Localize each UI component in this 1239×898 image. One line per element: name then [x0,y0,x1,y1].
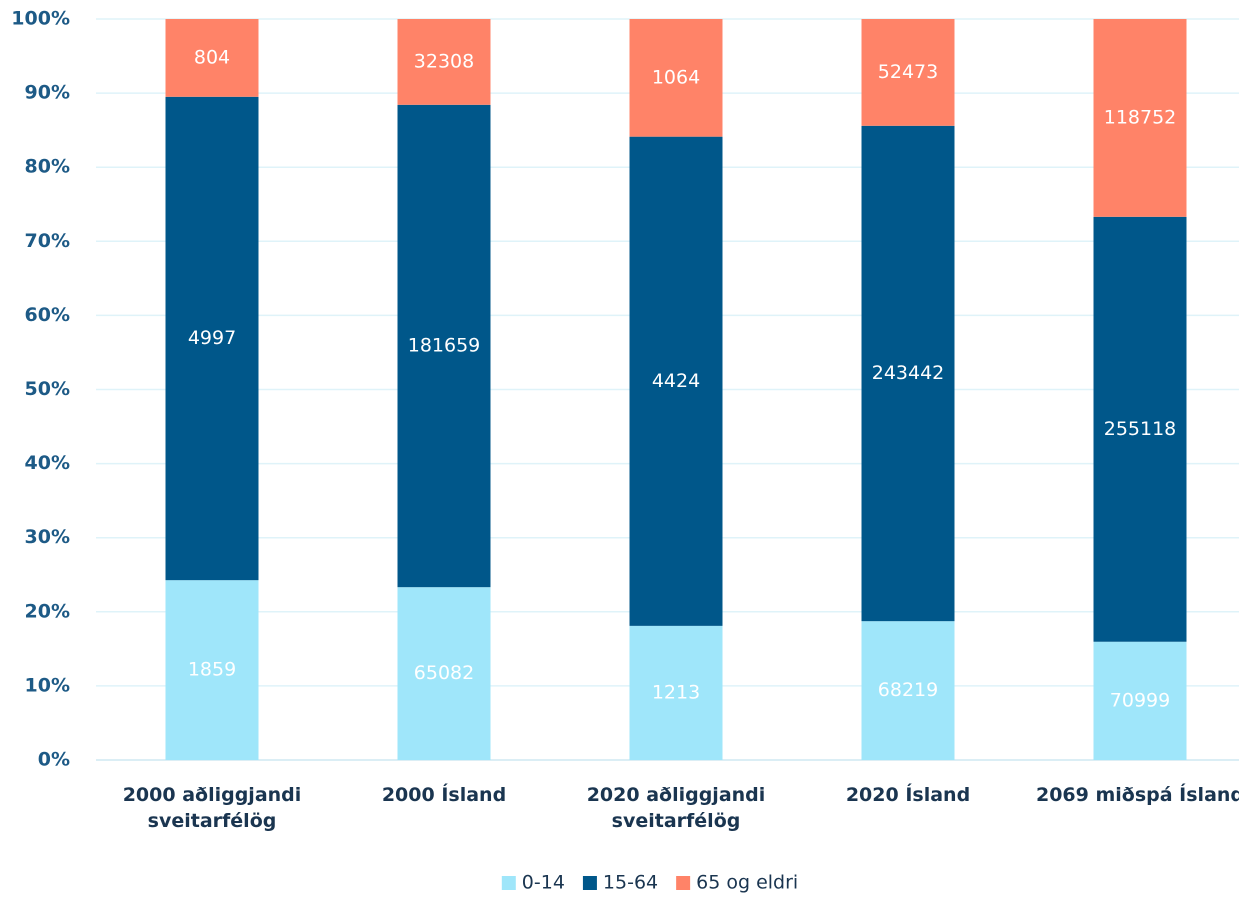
legend-item: 65 og eldri [676,872,798,894]
data-label: 118752 [1104,106,1177,128]
legend-label: 0-14 [522,872,565,894]
y-tick-label: 60% [25,304,70,326]
data-label: 68219 [878,679,938,701]
y-tick-label: 100% [11,8,70,30]
x-tick-label: 2000 aðliggjandi sveitarfélög [122,784,302,832]
y-tick-label: 20% [25,600,70,622]
data-label: 1213 [652,681,700,703]
x-tick-label: 2069 miðspá Ísland [1035,784,1239,806]
bar-segment [397,19,491,105]
data-label: 70999 [1110,689,1170,711]
bar-segment [861,621,955,760]
bar-segment [861,125,955,622]
y-tick-label: 70% [25,230,70,252]
legend-item: 0-14 [501,872,565,894]
y-tick-label: 40% [25,452,70,474]
legend-label: 15-64 [603,872,658,894]
bar-segment [629,136,723,626]
bar-segment [629,19,723,137]
data-label: 1859 [188,659,236,681]
bar-segment [165,19,259,97]
data-label: 4424 [652,370,700,392]
data-label: 1064 [652,66,700,88]
data-label: 65082 [414,662,474,684]
bar-segment [1093,641,1187,760]
bar-segment [165,96,259,581]
x-tick-label: 2020 Ísland [845,784,971,806]
y-tick-label: 80% [25,156,70,178]
data-label: 804 [194,46,230,68]
legend-swatch [582,876,597,890]
data-label: 4997 [188,327,236,349]
legend-swatch [676,876,691,890]
bar-segment [165,580,259,760]
y-tick-label: 50% [25,378,70,400]
bar-segment [629,625,723,760]
y-tick-label: 0% [38,749,70,771]
bar-segment [1093,19,1187,217]
bar-segment [397,587,491,760]
legend-label: 65 og eldri [696,872,798,894]
data-label: 255118 [1104,418,1177,440]
y-tick-label: 10% [25,674,70,696]
x-tick-label: 2000 Ísland [381,784,507,806]
bar-segment [1093,216,1187,642]
y-tick-label: 30% [25,526,70,548]
bar-segment [861,19,955,126]
y-tick-label: 90% [25,82,70,104]
legend-item: 15-64 [582,872,658,894]
data-label: 243442 [872,362,945,384]
data-label: 32308 [414,50,474,72]
legend-swatch [501,876,516,890]
x-tick-label: 2020 aðliggjandi sveitarfélög [586,784,766,832]
data-label: 181659 [408,334,481,356]
data-label: 52473 [878,61,938,83]
bar-segment [397,104,491,588]
